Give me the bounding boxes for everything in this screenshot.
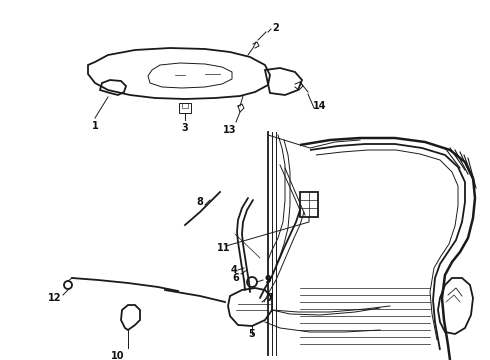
Text: 9: 9	[265, 275, 271, 285]
Text: 11: 11	[217, 243, 231, 253]
Text: 12: 12	[48, 293, 62, 303]
Text: 7: 7	[267, 293, 273, 303]
Text: 10: 10	[111, 351, 125, 360]
Bar	[300, 192, 318, 217]
Text: 3: 3	[182, 123, 188, 133]
Text: 8: 8	[196, 197, 203, 207]
Text: 14: 14	[313, 101, 327, 111]
Text: 2: 2	[272, 23, 279, 33]
Text: 1: 1	[92, 121, 98, 131]
Bar	[179, 103, 191, 113]
Text: 4: 4	[231, 265, 237, 275]
Text: 13: 13	[223, 125, 237, 135]
Text: 5: 5	[248, 329, 255, 339]
Text: 6: 6	[233, 273, 240, 283]
